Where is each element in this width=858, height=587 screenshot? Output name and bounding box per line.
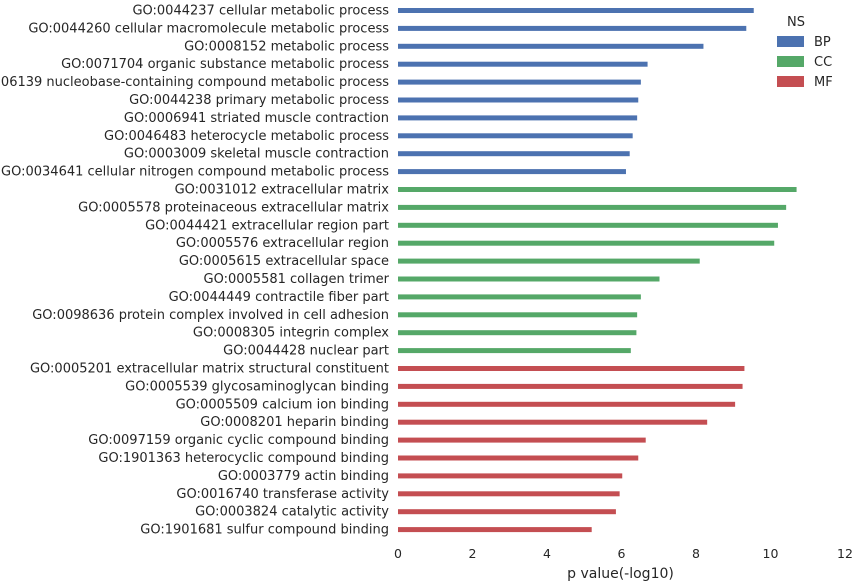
- bar-cc-13: [398, 222, 778, 228]
- category-label: GO:0008305 integrin complex: [193, 326, 389, 341]
- bar-cc-15: [398, 258, 700, 264]
- legend-title: NS: [787, 15, 805, 30]
- category-label: GO:0005201 extracellular matrix structur…: [30, 362, 389, 377]
- bar-cc-19: [398, 330, 637, 336]
- category-label: GO:0005615 extracellular space: [179, 254, 389, 269]
- category-label: GO:0044449 contractile fiber part: [169, 290, 389, 305]
- bar-mf-22: [398, 383, 743, 389]
- bar-mf-28: [398, 491, 620, 497]
- bar-mf-21: [398, 366, 745, 371]
- category-label: GO:0003779 actin binding: [218, 469, 389, 484]
- x-axis-title: p value(-log10): [567, 566, 674, 582]
- category-label: GO:0031012 extracellular matrix: [175, 183, 390, 198]
- x-tick-label: 0: [394, 546, 402, 561]
- x-tick-label: 6: [618, 546, 626, 561]
- legend-swatch-mf: [777, 76, 804, 87]
- category-label: GO:0008201 heparin binding: [200, 415, 389, 430]
- category-label: GO:0071704 organic substance metabolic p…: [61, 57, 389, 72]
- category-label: GO:0034641 cellular nitrogen compound me…: [1, 165, 389, 180]
- bar-cc-16: [398, 276, 660, 282]
- bar-mf-25: [398, 437, 646, 443]
- category-label: GO:1901681 sulfur compound binding: [140, 523, 389, 538]
- legend-label-cc: CC: [814, 55, 832, 70]
- bar-mf-26: [398, 455, 639, 461]
- legend-swatch-bp: [777, 36, 804, 47]
- legend-swatch-cc: [777, 56, 804, 67]
- category-label: GO:0003824 catalytic activity: [195, 505, 389, 520]
- legend: NS BP CC MF: [777, 15, 833, 90]
- bar-bp-9: [398, 151, 630, 157]
- x-tick-label: 12: [837, 546, 853, 561]
- bar-cc-11: [398, 187, 797, 192]
- bar-mf-24: [398, 419, 708, 425]
- category-label: GO:0044237 cellular metabolic process: [132, 4, 389, 19]
- category-label: GO:0044428 nuclear part: [223, 344, 389, 359]
- bar-bp-8: [398, 133, 633, 139]
- category-label: GO:0016740 transferase activity: [176, 487, 389, 502]
- bar-bp-2: [398, 25, 747, 31]
- bars: [398, 8, 797, 533]
- bar-bp-4: [398, 61, 648, 67]
- category-label: GO:0005509 calcium ion binding: [176, 397, 389, 412]
- category-label: GO:0006941 striated muscle contraction: [124, 111, 389, 126]
- category-label: GO:0005576 extracellular region: [176, 236, 389, 251]
- category-label: GO:0098636 protein complex involved in c…: [32, 308, 389, 323]
- bar-bp-5: [398, 79, 641, 85]
- x-tick-label: 2: [469, 546, 477, 561]
- legend-label-mf: MF: [814, 75, 833, 90]
- bar-bp-1: [398, 8, 754, 13]
- bar-cc-17: [398, 294, 641, 300]
- bar-cc-14: [398, 240, 775, 246]
- category-label: GO:0008152 metabolic process: [184, 39, 389, 54]
- bar-cc-12: [398, 204, 787, 210]
- x-tick-label: 8: [692, 546, 700, 561]
- category-label: GO:0005539 glycosaminoglycan binding: [125, 379, 389, 394]
- legend-label-bp: BP: [814, 35, 831, 50]
- category-label: GO:0046483 heterocycle metabolic process: [104, 129, 389, 144]
- bar-mf-30: [398, 527, 592, 533]
- category-label: GO:0003009 skeletal muscle contraction: [124, 147, 389, 162]
- bar-cc-20: [398, 348, 631, 354]
- category-label: GO:1901363 heterocyclic compound binding: [98, 451, 389, 466]
- bar-mf-29: [398, 509, 616, 515]
- bar-bp-6: [398, 97, 639, 103]
- category-label: GO:0005578 proteinaceous extracellular m…: [78, 200, 389, 215]
- bar-cc-18: [398, 312, 638, 318]
- bar-mf-23: [398, 401, 736, 407]
- category-label: GO:0006139 nucleobase-containing compoun…: [0, 75, 389, 90]
- category-label: GO:0044238 primary metabolic process: [129, 93, 389, 108]
- category-label: GO:0005581 collagen trimer: [204, 272, 390, 287]
- x-tick-label: 10: [763, 546, 779, 561]
- bar-mf-27: [398, 473, 623, 479]
- category-label: GO:0044260 cellular macromolecule metabo…: [28, 21, 389, 36]
- category-label: GO:0044421 extracellular region part: [145, 218, 389, 233]
- legend-entries: BP CC MF: [777, 35, 833, 90]
- category-labels: GO:0044237 cellular metabolic process GO:…: [0, 4, 390, 538]
- x-tick-label: 4: [543, 546, 551, 561]
- bar-bp-3: [398, 43, 704, 49]
- bar-bp-10: [398, 169, 626, 175]
- category-label: GO:0097159 organic cyclic compound bindi…: [88, 433, 389, 448]
- x-axis-ticks: 0 2 4 6 8 10 12: [394, 546, 853, 561]
- bar-bp-7: [398, 115, 638, 121]
